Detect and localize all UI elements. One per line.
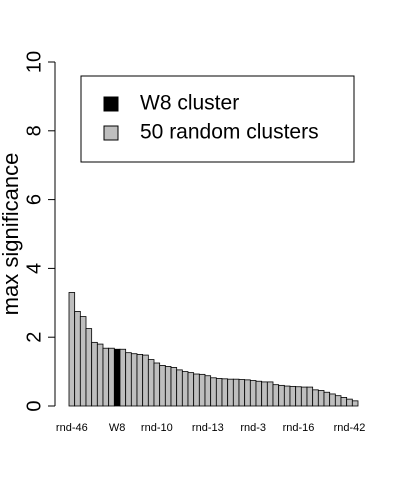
bar — [108, 347, 115, 407]
bar — [312, 389, 319, 407]
legend-swatch — [103, 125, 119, 141]
y-axis-label: max significance — [0, 153, 23, 316]
bar — [96, 343, 104, 407]
bar — [193, 373, 200, 407]
bar — [227, 378, 234, 407]
bar — [334, 395, 342, 407]
legend-label: 50 random clusters — [140, 121, 319, 144]
bar — [244, 379, 251, 407]
x-tick-label: rnd-13 — [192, 422, 224, 434]
bar — [119, 348, 127, 407]
bar — [147, 359, 155, 407]
bar — [125, 352, 132, 407]
y-tick-label: 2 — [23, 332, 45, 343]
bar — [74, 310, 81, 407]
bar — [113, 348, 121, 407]
bar — [221, 378, 229, 407]
bar — [351, 400, 359, 407]
bar — [278, 384, 285, 407]
bar — [204, 375, 212, 407]
bar — [283, 385, 291, 407]
x-tick-label: rnd-46 — [56, 422, 88, 434]
bar — [215, 378, 223, 407]
y-tick-label: 8 — [23, 125, 45, 136]
bar — [79, 316, 87, 407]
x-tick-label: rnd-10 — [141, 422, 173, 434]
bar — [210, 377, 217, 407]
legend-box — [80, 75, 355, 163]
bar — [249, 380, 257, 407]
bar — [289, 385, 297, 407]
bar — [323, 391, 331, 407]
y-tick-label: 0 — [23, 400, 45, 411]
bar — [164, 366, 172, 407]
bar — [295, 386, 302, 407]
bar — [232, 378, 240, 407]
y-tick-label: 10 — [23, 51, 45, 73]
bar — [91, 341, 98, 407]
bar — [300, 386, 308, 407]
y-tick-label: 4 — [23, 263, 45, 274]
bar — [153, 362, 161, 407]
bar — [340, 396, 348, 407]
bar — [142, 354, 149, 407]
bar — [329, 393, 336, 407]
bar — [102, 347, 110, 407]
bar — [266, 381, 274, 407]
bar — [255, 380, 263, 407]
y-tick-label: 6 — [23, 194, 45, 205]
x-tick-label: rnd-16 — [283, 422, 315, 434]
bar — [261, 381, 268, 407]
bar — [346, 398, 353, 407]
bar — [136, 353, 144, 407]
bar — [85, 328, 93, 407]
bar — [198, 373, 206, 407]
bar — [187, 372, 195, 407]
bar — [272, 384, 280, 407]
bar — [181, 371, 189, 407]
bar — [170, 367, 178, 407]
bar — [176, 369, 183, 407]
x-tick-label: rnd-42 — [334, 422, 366, 434]
x-tick-label: rnd-3 — [240, 422, 266, 434]
bar — [238, 379, 246, 407]
legend-swatch — [103, 96, 119, 112]
bar — [306, 386, 314, 407]
legend-label: W8 cluster — [140, 92, 239, 115]
x-tick-label: W8 — [109, 422, 126, 434]
bar — [317, 390, 325, 407]
bar — [159, 365, 166, 407]
bar — [68, 292, 76, 407]
bar — [130, 353, 138, 407]
